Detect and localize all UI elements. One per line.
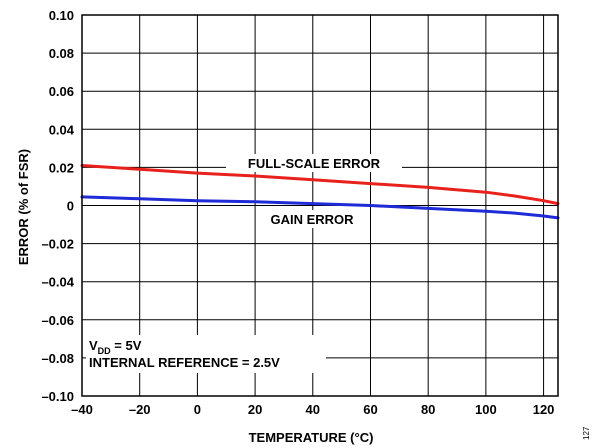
- y-axis-label: ERROR (% of FSR): [16, 149, 31, 265]
- full-scale-error-label: FULL-SCALE ERROR: [248, 156, 381, 171]
- y-tick-label: 0.08: [49, 46, 74, 61]
- x-tick-label: –40: [71, 402, 93, 417]
- x-axis-label: TEMPERATURE (°C): [249, 430, 374, 445]
- series-layer: [80, 164, 560, 220]
- full-scale-label-bg: [226, 154, 402, 172]
- reference-condition: INTERNAL REFERENCE = 2.5V: [89, 355, 280, 370]
- x-tick-label: 60: [363, 402, 377, 417]
- x-tick-label: 0: [194, 402, 201, 417]
- x-tick-label: 20: [248, 402, 262, 417]
- y-tick-label: 0.02: [49, 160, 74, 175]
- gain-error-line: [80, 195, 560, 220]
- x-tick-label: 40: [306, 402, 320, 417]
- gain-label-bg: [258, 210, 366, 228]
- y-tick-label: 0.10: [49, 8, 74, 23]
- tick-labels: –40 –20 0 20 40 60 80 100 120 0.10 0.08 0.06 0.04 0.0…: [41, 8, 554, 417]
- annotations: FULL-SCALE ERROR GAIN ERROR VDD = 5V INT…: [86, 154, 402, 373]
- full-scale-error-line: [80, 164, 560, 206]
- y-tick-label: 0.04: [49, 122, 75, 137]
- y-tick-label: 0: [67, 199, 74, 214]
- gain-error-label: GAIN ERROR: [270, 212, 354, 227]
- conditions-bg: [86, 335, 326, 373]
- figure-id: 127: [582, 426, 591, 440]
- y-tick-label: –0.06: [41, 313, 74, 328]
- vdd-condition: VDD = 5V: [89, 338, 142, 356]
- y-tick-label: 0.06: [49, 84, 74, 99]
- plot-frame: [81, 14, 559, 397]
- y-tick-label: –0.08: [41, 351, 74, 366]
- x-tick-label: –20: [129, 402, 151, 417]
- x-tick-label: 80: [421, 402, 435, 417]
- x-tick-label: 100: [475, 402, 497, 417]
- y-tick-label: –0.10: [41, 389, 74, 404]
- y-tick-label: –0.02: [41, 237, 74, 252]
- x-tick-label: 120: [533, 402, 555, 417]
- y-tick-label: –0.04: [41, 275, 74, 290]
